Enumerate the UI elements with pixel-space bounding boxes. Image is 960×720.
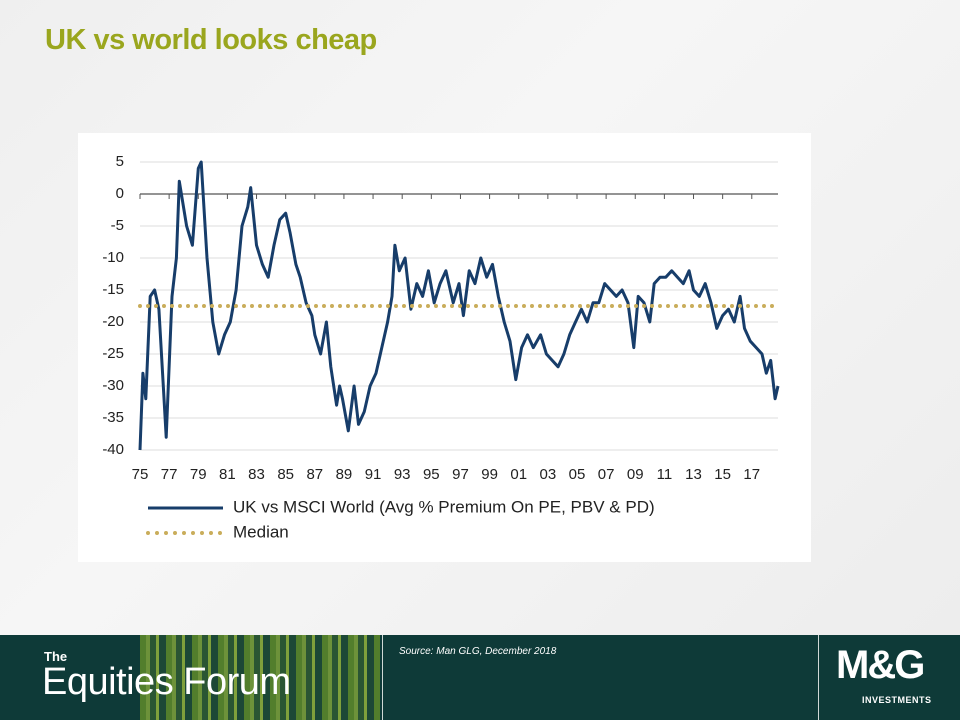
x-tick-label: 05 [569, 466, 586, 483]
x-tick-label: 91 [365, 466, 382, 483]
y-tick-label: -5 [111, 217, 124, 234]
y-tick-label: -25 [102, 345, 124, 362]
divider [382, 635, 383, 720]
y-tick-label: -15 [102, 281, 124, 298]
y-tick-label: -40 [102, 441, 124, 458]
legend-label: UK vs MSCI World (Avg % Premium On PE, P… [233, 497, 655, 516]
y-tick-label: -30 [102, 377, 124, 394]
x-tick-label: 99 [481, 466, 498, 483]
x-tick-label: 15 [714, 466, 731, 483]
x-tick-label: 17 [743, 466, 760, 483]
footer-stripes [140, 635, 380, 720]
divider [818, 635, 819, 720]
series-name: Equities Forum [42, 661, 291, 703]
x-tick-label: 01 [510, 466, 527, 483]
slide-title: UK vs world looks cheap [45, 24, 377, 56]
x-tick-label: 03 [540, 466, 557, 483]
x-tick-label: 83 [248, 466, 265, 483]
source-note: Source: Man GLG, December 2018 [399, 646, 557, 657]
logo: M&G [836, 643, 925, 687]
x-tick-label: 89 [336, 466, 353, 483]
x-tick-label: 13 [685, 466, 702, 483]
x-tick-label: 95 [423, 466, 440, 483]
x-tick-label: 79 [190, 466, 207, 483]
x-tick-label: 09 [627, 466, 644, 483]
chart-box: 5 0 -5 -10 -15 -20 -25 -30 -35 -40 75 77 79 81 83 85 87 8… [78, 133, 811, 562]
footer: The Equities Forum Source: Man GLG, Dece… [0, 635, 960, 720]
y-tick-label: -35 [102, 409, 124, 426]
x-tick-label: 85 [277, 466, 294, 483]
x-tick-label: 87 [306, 466, 323, 483]
x-tick-label: 93 [394, 466, 411, 483]
x-tick-label: 77 [161, 466, 178, 483]
legend-label: Median [233, 522, 289, 541]
chart: 5 0 -5 -10 -15 -20 -25 -30 -35 -40 75 77 79 81 83 85 87 8… [102, 153, 780, 541]
x-tick-label: 75 [132, 466, 149, 483]
x-tick-label: 97 [452, 466, 469, 483]
series-prefix: The [44, 649, 68, 664]
x-tick-label: 81 [219, 466, 236, 483]
x-tick-label: 11 [657, 466, 673, 483]
y-tick-label: 0 [116, 185, 124, 202]
y-tick-label: -10 [102, 249, 124, 266]
y-tick-label: -20 [102, 313, 124, 330]
x-tick-label: 07 [598, 466, 615, 483]
logo-sub: INVESTMENTS [862, 695, 932, 705]
y-tick-label: 5 [116, 153, 124, 170]
data-line [138, 160, 780, 451]
